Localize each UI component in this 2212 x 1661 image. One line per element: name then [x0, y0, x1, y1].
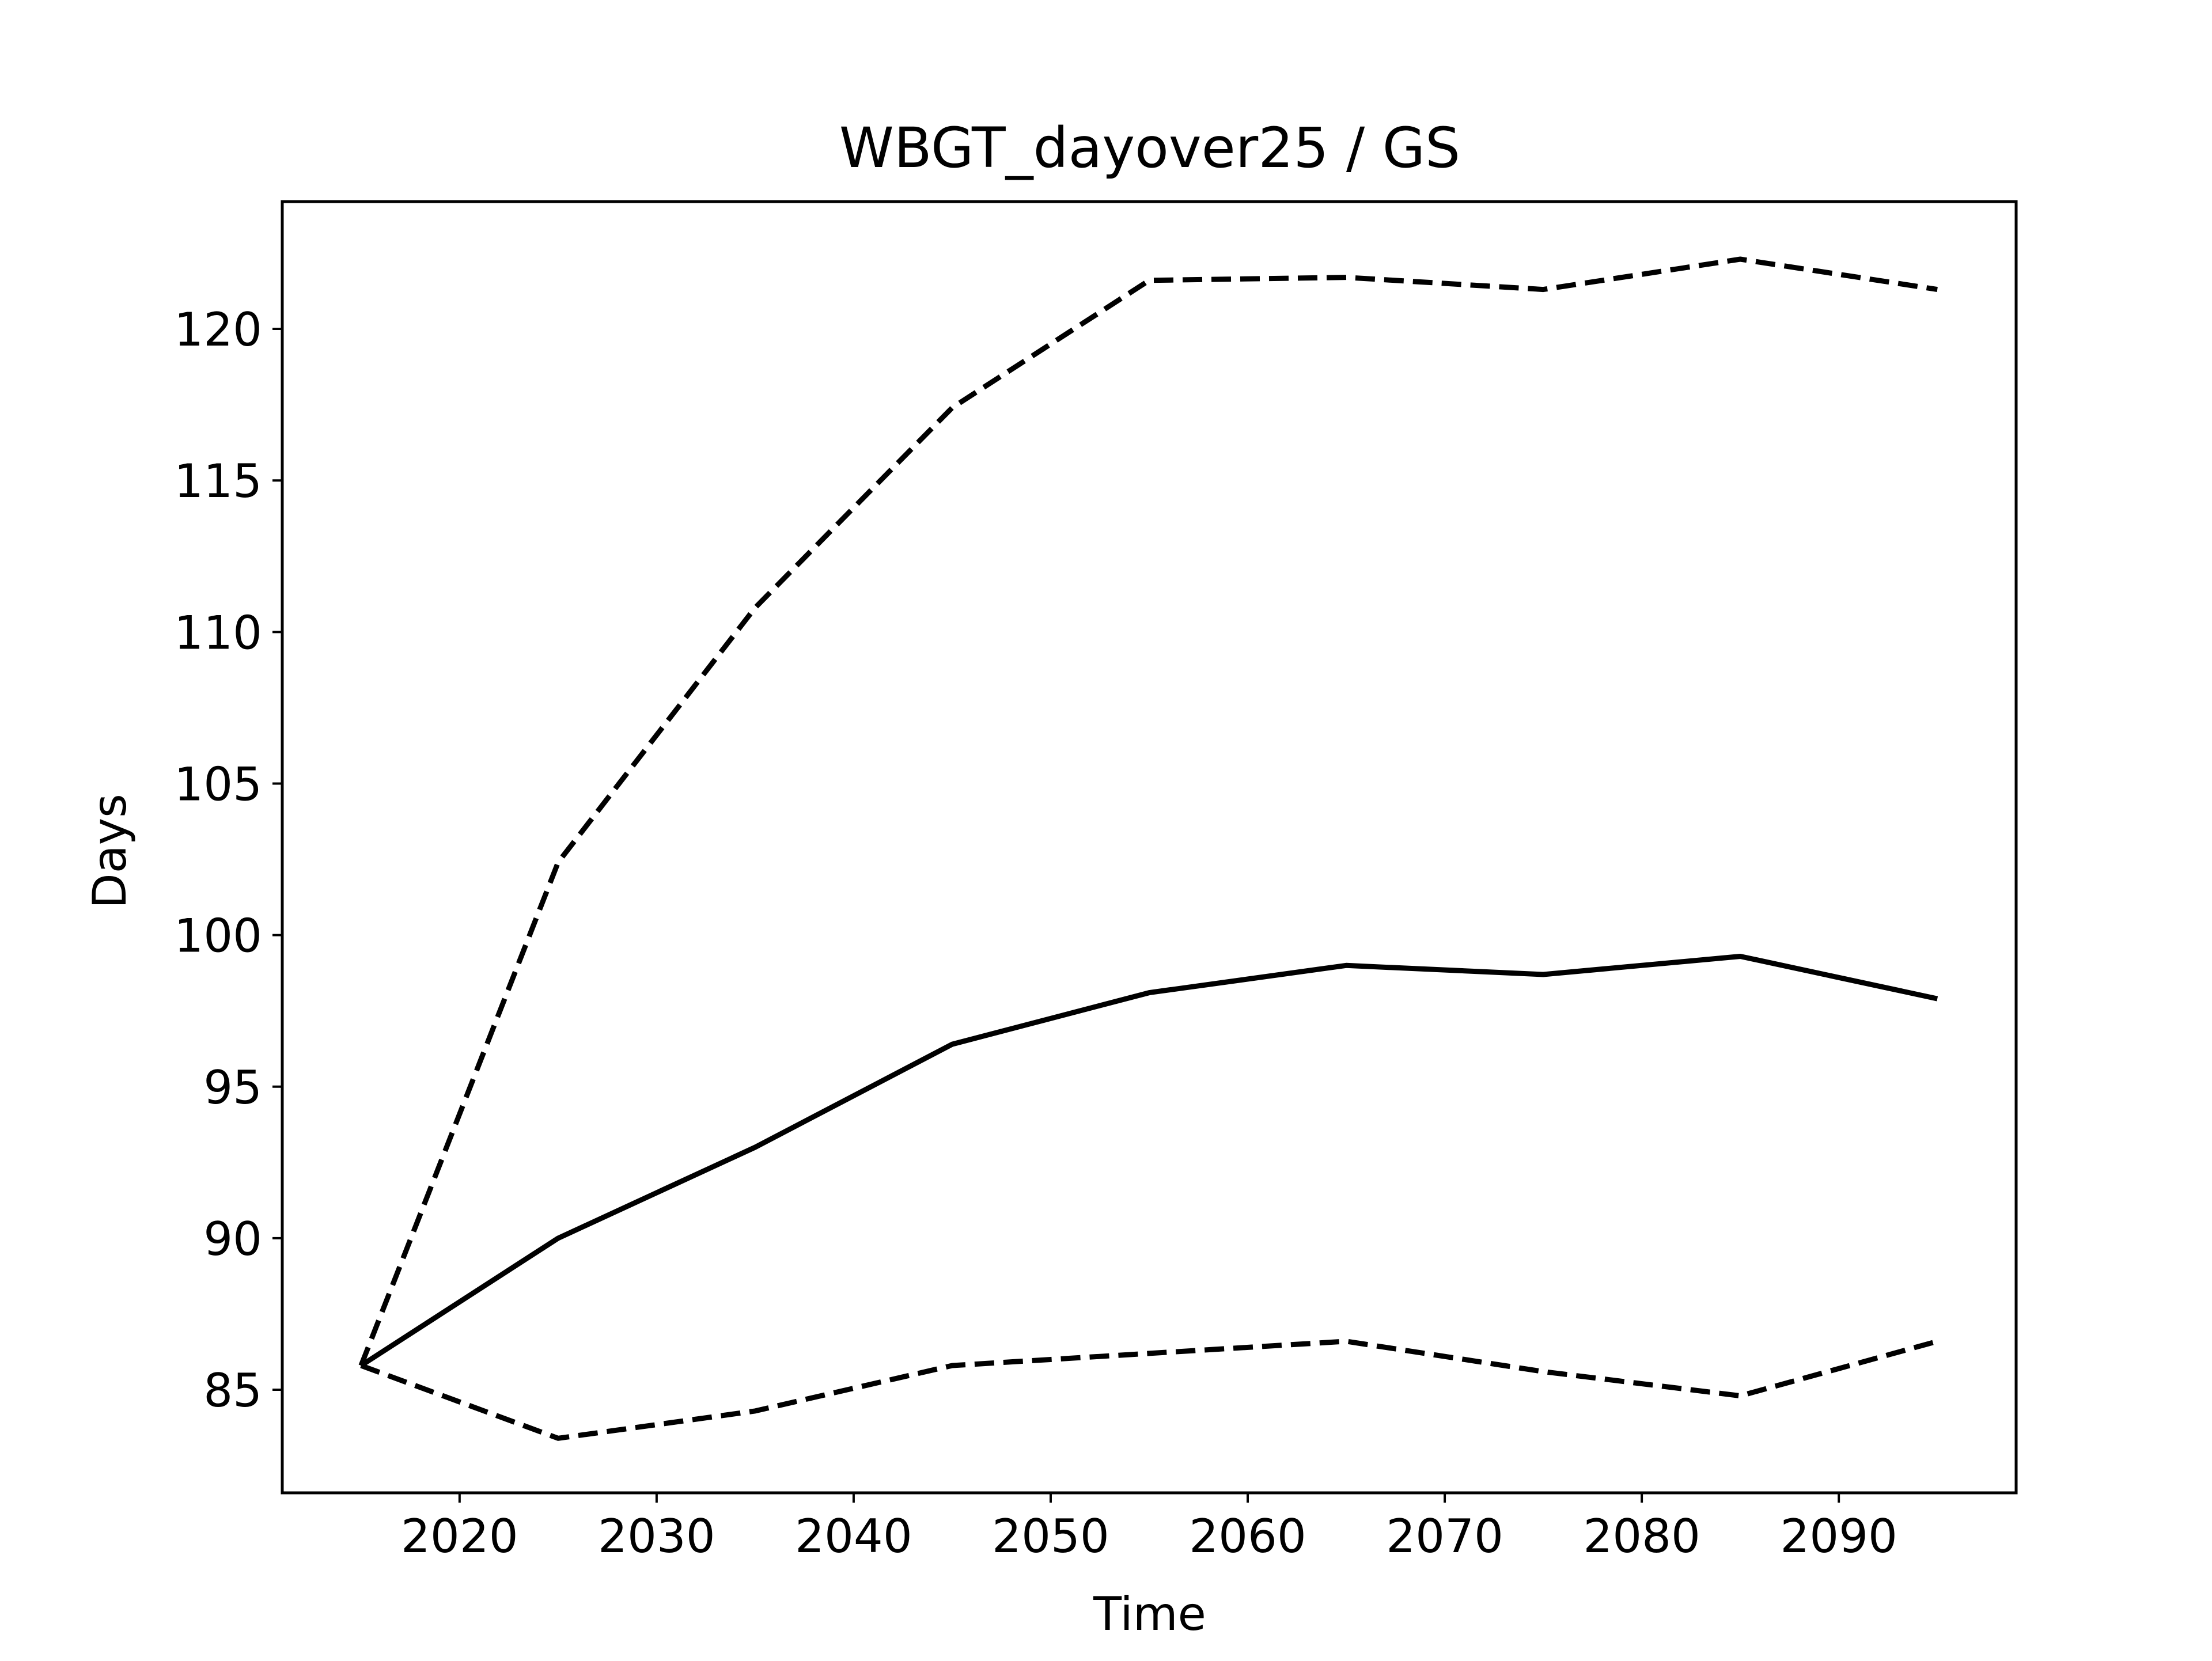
- y-tick-label: 120: [174, 303, 262, 357]
- x-axis: 2020 2030 2040 2050 2060 2070 2080 2090: [401, 1493, 1897, 1563]
- y-tick-label: 95: [203, 1061, 262, 1114]
- dashed-series-line-2: [358, 256, 1938, 1367]
- y-tick-label: 100: [174, 909, 262, 963]
- dashed-series-line-3: [360, 1338, 1938, 1441]
- x-tick-label: 2060: [1189, 1510, 1306, 1563]
- y-tick-label: 90: [203, 1212, 262, 1266]
- x-tick-label: 2040: [795, 1510, 912, 1563]
- x-tick-label: 2020: [401, 1510, 518, 1563]
- solid-series-line-1: [359, 954, 1938, 1368]
- x-tick-label: 2090: [1780, 1510, 1897, 1563]
- series-layer: [358, 256, 1938, 1441]
- y-tick-label: 85: [203, 1364, 262, 1417]
- y-axis: 85 90 95 100 105 110 115 120: [174, 303, 282, 1417]
- plot-area-frame: [281, 200, 2018, 1495]
- y-axis-label: Days: [83, 794, 137, 909]
- y-tick-label: 105: [174, 757, 262, 811]
- x-tick-label: 2050: [992, 1510, 1109, 1563]
- x-axis-label: Time: [1093, 1587, 1206, 1641]
- chart-title: WBGT_dayover25 / GS: [839, 116, 1460, 180]
- x-tick-label: 2080: [1583, 1510, 1700, 1563]
- x-tick-label: 2070: [1386, 1510, 1503, 1563]
- y-tick-label: 110: [174, 606, 262, 659]
- x-tick-label: 2030: [598, 1510, 715, 1563]
- y-tick-label: 115: [174, 454, 262, 508]
